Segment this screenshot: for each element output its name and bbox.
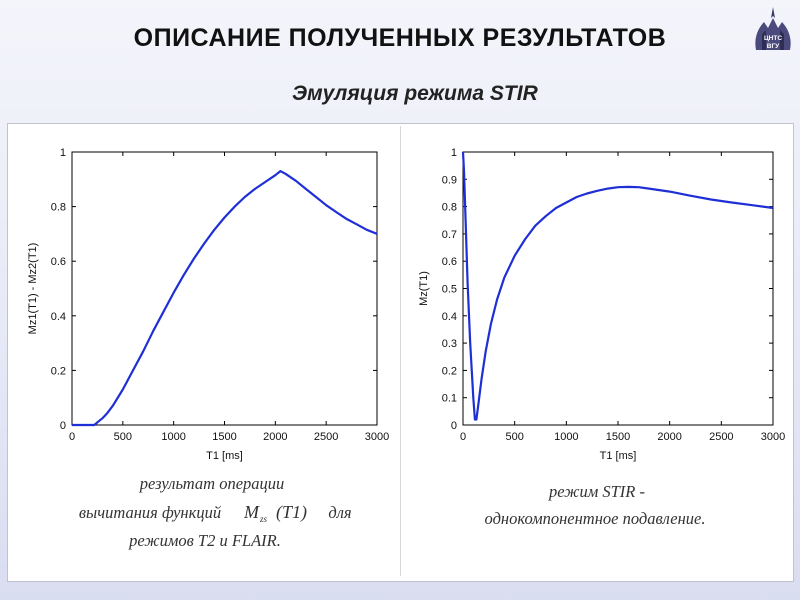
plot-frame <box>71 151 378 426</box>
x-tick-label: 1500 <box>606 431 630 443</box>
caption-right-line2: однокомпонентное подавление. <box>485 509 706 528</box>
y-tick-label: 0.8 <box>442 202 457 214</box>
y-tick-label: 0.6 <box>51 256 66 268</box>
plot-frame <box>462 151 774 426</box>
y-tick-label: 0.5 <box>442 284 457 296</box>
x-tick-label: 0 <box>69 431 75 443</box>
y-tick-label: 0.2 <box>51 365 66 377</box>
x-axis-label: T1 [ms] <box>600 450 637 462</box>
formula-subscript: zs <box>259 514 268 524</box>
logo-text-top: ЦНТС <box>764 35 782 42</box>
y-tick-label: 0.4 <box>51 311 66 323</box>
slide-title: ОПИСАНИЕ ПОЛУЧЕННЫХ РЕЗУЛЬТАТОВ <box>133 24 667 52</box>
x-tick-label: 2500 <box>314 431 338 443</box>
y-tick-label: 0.9 <box>442 174 457 186</box>
slide-subtitle: Эмуляция режима STIR <box>292 82 538 105</box>
y-tick-label: 0 <box>60 420 66 432</box>
y-tick-label: 0.8 <box>51 202 66 214</box>
y-tick-label: 1 <box>60 147 66 159</box>
data-series-line <box>461 151 774 421</box>
y-tick-label: 0.4 <box>442 311 457 323</box>
y-tick-label: 0.6 <box>442 256 457 268</box>
logo-text-bottom: ВГУ <box>767 43 780 50</box>
y-tick-label: 0.7 <box>442 229 457 241</box>
caption-left-line1: результат операции <box>139 474 285 493</box>
x-tick-label: 2000 <box>263 431 287 443</box>
formula-main: M <box>243 502 260 522</box>
x-tick-label: 3000 <box>761 431 785 443</box>
chart-stir: 0 500 1000 1500 2000 2500 3000 0 0.1 0.2 0.3 0.4 0.5… <box>418 147 785 462</box>
x-tick-label: 3000 <box>365 431 389 443</box>
y-axis-label: Mz1(T1) - Mz2(T1) <box>27 243 39 335</box>
data-series-line <box>72 170 378 427</box>
y-tick-label: 0.3 <box>442 338 457 350</box>
caption-left-line2: вычитания функций <box>79 503 222 522</box>
y-tick-label: 1 <box>451 147 457 159</box>
x-tick-label: 500 <box>114 431 132 443</box>
x-tick-label: 1000 <box>554 431 578 443</box>
x-tick-label: 2500 <box>709 431 733 443</box>
formula-mzs: M zs (T1) <box>243 502 307 524</box>
caption-right-line1: режим STIR - <box>548 482 645 501</box>
y-tick-label: 0.2 <box>442 365 457 377</box>
y-tick-label: 0.1 <box>442 393 457 405</box>
y-axis-label: Mz(T1) <box>418 271 430 306</box>
x-tick-label: 1000 <box>161 431 185 443</box>
chart-difference: 0 500 1000 1500 2000 2500 3000 0 0.2 0.4 0.6 0.8 1 T1… <box>27 147 389 462</box>
caption-left-line4: режимов T2 и FLAIR. <box>128 531 281 550</box>
x-tick-label: 500 <box>505 431 523 443</box>
x-tick-label: 0 <box>460 431 466 443</box>
university-logo: ЦНТС ВГУ <box>755 7 791 50</box>
x-tick-label: 2000 <box>657 431 681 443</box>
panel-divider <box>400 126 401 576</box>
x-tick-label: 1500 <box>212 431 236 443</box>
formula-argument: (T1) <box>276 502 307 523</box>
caption-left-line3: для <box>328 503 351 522</box>
y-tick-label: 0 <box>451 420 457 432</box>
x-axis-label: T1 [ms] <box>206 450 243 462</box>
